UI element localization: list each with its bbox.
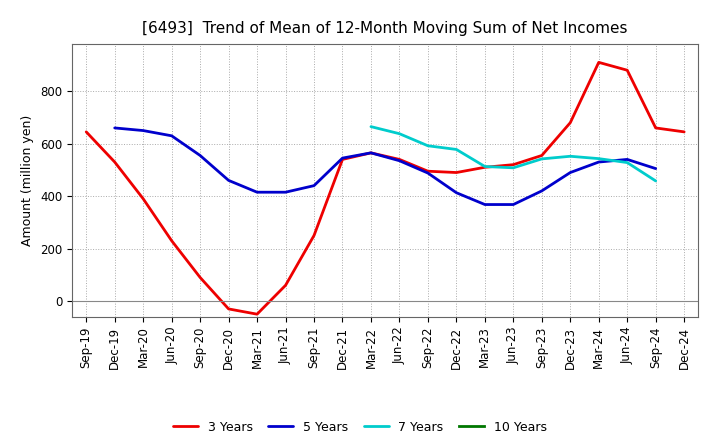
3 Years — [595, 60, 603, 65]
5 Years — [452, 190, 461, 195]
5 Years — [480, 202, 489, 207]
5 Years — [366, 150, 375, 155]
3 Years — [423, 169, 432, 174]
7 Years — [395, 131, 404, 136]
5 Years — [167, 133, 176, 139]
7 Years — [480, 164, 489, 169]
3 Years — [509, 162, 518, 167]
5 Years — [225, 178, 233, 183]
3 Years — [110, 159, 119, 165]
5 Years — [310, 183, 318, 188]
5 Years — [196, 153, 204, 158]
3 Years — [566, 120, 575, 125]
Legend: 3 Years, 5 Years, 7 Years, 10 Years: 3 Years, 5 Years, 7 Years, 10 Years — [174, 421, 546, 434]
3 Years — [338, 157, 347, 162]
5 Years — [509, 202, 518, 207]
3 Years — [82, 129, 91, 135]
7 Years — [566, 154, 575, 159]
3 Years — [452, 170, 461, 175]
3 Years — [537, 153, 546, 158]
3 Years — [366, 150, 375, 155]
7 Years — [423, 143, 432, 148]
7 Years — [595, 156, 603, 161]
7 Years — [537, 156, 546, 161]
7 Years — [652, 178, 660, 183]
5 Years — [395, 158, 404, 163]
5 Years — [282, 190, 290, 195]
5 Years — [110, 125, 119, 131]
5 Years — [623, 157, 631, 162]
3 Years — [680, 129, 688, 135]
Line: 7 Years: 7 Years — [371, 127, 656, 181]
3 Years — [652, 125, 660, 131]
3 Years — [480, 165, 489, 170]
7 Years — [623, 160, 631, 165]
3 Years — [310, 233, 318, 238]
3 Years — [196, 275, 204, 280]
7 Years — [452, 147, 461, 152]
3 Years — [225, 306, 233, 312]
5 Years — [423, 170, 432, 176]
Line: 5 Years: 5 Years — [114, 128, 656, 205]
3 Years — [395, 157, 404, 162]
3 Years — [253, 312, 261, 317]
5 Years — [595, 159, 603, 165]
3 Years — [282, 282, 290, 288]
3 Years — [139, 196, 148, 202]
5 Years — [139, 128, 148, 133]
7 Years — [366, 124, 375, 129]
5 Years — [652, 166, 660, 171]
Title: [6493]  Trend of Mean of 12-Month Moving Sum of Net Incomes: [6493] Trend of Mean of 12-Month Moving … — [143, 21, 628, 36]
3 Years — [623, 68, 631, 73]
5 Years — [537, 188, 546, 194]
Y-axis label: Amount (million yen): Amount (million yen) — [22, 115, 35, 246]
3 Years — [167, 238, 176, 243]
5 Years — [566, 170, 575, 175]
Line: 3 Years: 3 Years — [86, 62, 684, 314]
5 Years — [253, 190, 261, 195]
5 Years — [338, 155, 347, 161]
7 Years — [509, 165, 518, 170]
